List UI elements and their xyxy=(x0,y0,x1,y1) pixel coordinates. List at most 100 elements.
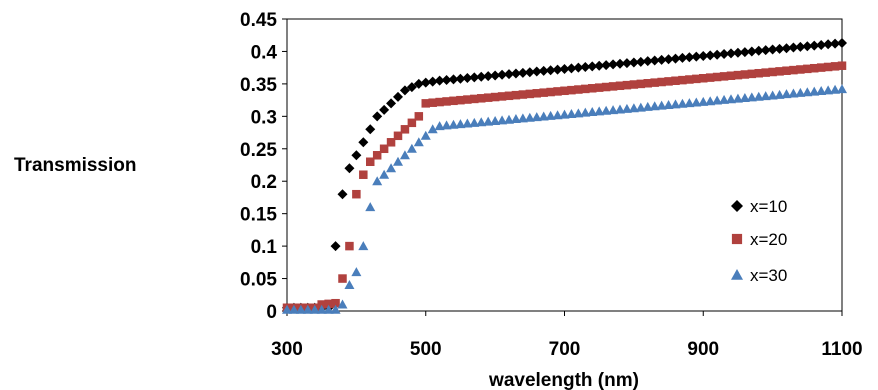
data-point xyxy=(663,54,674,65)
data-point xyxy=(789,65,798,75)
data-point xyxy=(344,280,355,290)
data-point xyxy=(740,70,750,79)
data-point xyxy=(567,85,576,95)
data-point xyxy=(462,118,473,128)
data-point xyxy=(678,75,687,85)
data-point xyxy=(621,103,632,113)
data-point xyxy=(788,88,799,98)
data-point xyxy=(622,80,632,90)
data-point xyxy=(830,62,840,71)
data-point xyxy=(406,82,417,93)
data-point xyxy=(323,304,334,314)
data-point xyxy=(413,137,424,147)
data-point xyxy=(733,70,743,80)
data-point xyxy=(386,163,397,173)
data-points xyxy=(282,38,847,314)
data-point xyxy=(809,40,820,51)
y-axis: 0 0.05 0.1 0.15 0.2 0.25 0.3 0.35 0.4 0.45 xyxy=(240,10,287,323)
data-point xyxy=(732,93,743,103)
data-point xyxy=(746,92,757,102)
data-point xyxy=(587,107,598,117)
data-point xyxy=(823,62,833,72)
data-point xyxy=(656,54,667,65)
data-point xyxy=(802,41,813,52)
data-point xyxy=(580,62,591,73)
legend-marker xyxy=(731,269,743,280)
data-point xyxy=(483,116,494,126)
data-point xyxy=(511,90,521,100)
data-point xyxy=(372,176,383,186)
data-point xyxy=(698,96,709,106)
data-point xyxy=(545,65,556,76)
data-point xyxy=(359,170,368,179)
data-point xyxy=(670,53,681,64)
data-point xyxy=(559,109,570,119)
data-point xyxy=(379,144,389,154)
data-point xyxy=(352,189,361,199)
data-point xyxy=(427,124,438,134)
data-point xyxy=(518,90,528,99)
data-point xyxy=(642,56,653,67)
data-point xyxy=(601,105,612,115)
data-point xyxy=(767,90,778,100)
data-point xyxy=(816,63,826,72)
data-point xyxy=(753,91,764,101)
data-point xyxy=(497,92,507,101)
data-point xyxy=(573,108,584,118)
data-point xyxy=(615,81,625,91)
data-point xyxy=(774,43,785,54)
data-point xyxy=(671,76,680,86)
data-point xyxy=(649,55,660,66)
data-point xyxy=(282,304,292,314)
data-point xyxy=(594,60,605,71)
data-point xyxy=(545,110,556,120)
data-point xyxy=(338,274,347,283)
y-tick-label: 0.05 xyxy=(240,270,277,291)
data-point xyxy=(642,101,653,111)
data-point xyxy=(525,89,535,99)
data-point xyxy=(781,89,792,99)
data-point xyxy=(372,111,383,122)
data-point xyxy=(455,119,466,129)
data-point xyxy=(483,93,493,102)
x-axis-label: wavelength (nm) xyxy=(488,370,639,390)
legend: x=10 x=20 x=30 xyxy=(731,197,787,285)
data-point xyxy=(588,84,597,93)
data-point xyxy=(726,94,736,104)
data-point xyxy=(663,100,674,110)
legend-marker xyxy=(731,233,743,245)
data-point xyxy=(739,47,750,58)
data-point xyxy=(782,66,791,75)
data-point xyxy=(601,60,612,71)
data-point xyxy=(344,163,355,174)
data-point xyxy=(552,64,563,75)
data-point xyxy=(712,95,723,105)
x-axis: 300 500 700 900 1100 xyxy=(271,311,863,360)
data-point xyxy=(698,50,709,61)
data-point xyxy=(823,39,834,50)
data-point xyxy=(719,94,730,104)
data-point xyxy=(420,77,431,88)
data-point xyxy=(524,67,535,78)
legend-label: x=30 xyxy=(750,266,787,285)
y-tick-label: 0.3 xyxy=(251,107,277,128)
data-point xyxy=(781,43,792,54)
data-point xyxy=(566,108,577,118)
data-point xyxy=(504,69,514,80)
data-point xyxy=(420,130,431,140)
data-point xyxy=(379,169,390,179)
data-point xyxy=(719,49,730,60)
data-point xyxy=(393,156,403,166)
data-point xyxy=(705,50,716,61)
data-point xyxy=(594,106,605,116)
data-point xyxy=(768,67,777,77)
data-point xyxy=(608,105,619,115)
data-point xyxy=(774,89,785,99)
data-point xyxy=(435,97,444,107)
data-point xyxy=(635,56,646,67)
data-point xyxy=(399,85,410,96)
y-tick-label: 0.1 xyxy=(251,237,278,258)
data-point xyxy=(448,74,459,85)
data-point xyxy=(754,68,763,78)
